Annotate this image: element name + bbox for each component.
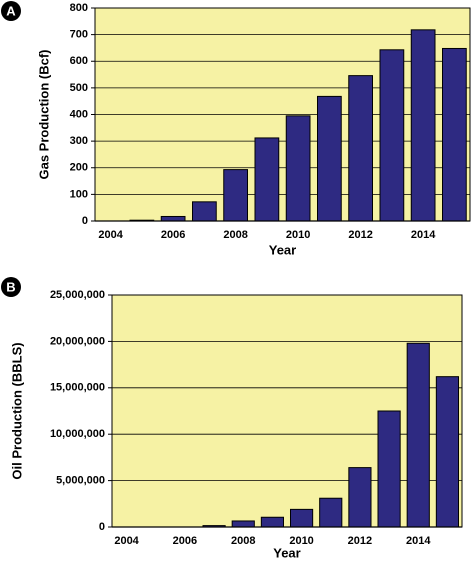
bar [260, 516, 285, 528]
bar [160, 215, 186, 222]
bar [410, 29, 436, 222]
y-axis-title: Gas Production (Bcf) [36, 49, 51, 179]
y-tick-label: 10,000,000 [50, 428, 105, 440]
panel-label: A [6, 3, 16, 18]
y-axis-title: Oil Production (BBLS) [9, 342, 24, 479]
panel-badge [1, 277, 21, 297]
bar [285, 115, 311, 222]
bar [319, 497, 343, 528]
y-tick-label: 500 [70, 82, 88, 94]
x-tick-label: 2014 [411, 229, 436, 241]
y-tick-label: 15,000,000 [50, 382, 105, 394]
y-tick-label: 0 [99, 521, 105, 533]
bar [231, 520, 255, 528]
y-tick-label: 25,000,000 [50, 289, 105, 301]
y-tick-label: 20,000,000 [50, 335, 105, 347]
x-tick-label: 2008 [223, 229, 247, 241]
bar [379, 49, 405, 222]
x-tick-label: 2008 [231, 535, 255, 547]
plot-area [111, 294, 463, 528]
bar [348, 467, 372, 528]
panel-label: B [6, 279, 15, 294]
panel-badge [1, 1, 21, 21]
bar [317, 95, 342, 222]
x-tick-label: 2006 [173, 535, 197, 547]
x-tick-label: 2014 [406, 535, 431, 547]
y-tick-label: 800 [70, 2, 88, 14]
bar [192, 201, 217, 222]
bar [348, 75, 373, 222]
y-tick-label: 100 [70, 188, 88, 200]
bar [442, 47, 467, 222]
x-tick-label: 2012 [348, 229, 372, 241]
y-tick-label: 300 [70, 135, 88, 147]
x-tick-label: 2004 [114, 535, 139, 547]
y-tick-label: 5,000,000 [56, 475, 105, 487]
x-axis-title: Year [273, 545, 300, 560]
bar [223, 169, 248, 222]
y-tick-label: 400 [70, 108, 88, 120]
x-tick-label: 2010 [286, 229, 310, 241]
bar [290, 508, 314, 528]
x-tick-label: 2012 [348, 535, 372, 547]
x-axis-title: Year [269, 242, 296, 257]
bar [406, 342, 430, 528]
y-tick-label: 0 [82, 215, 88, 227]
y-tick-label: 600 [70, 55, 88, 67]
bar [254, 137, 280, 222]
y-tick-label: 700 [70, 29, 88, 41]
x-tick-label: 2010 [289, 535, 313, 547]
bar [435, 376, 460, 528]
y-tick-label: 200 [70, 162, 88, 174]
x-tick-label: 2004 [98, 229, 123, 241]
bar [377, 410, 401, 528]
x-tick-label: 2006 [161, 229, 185, 241]
